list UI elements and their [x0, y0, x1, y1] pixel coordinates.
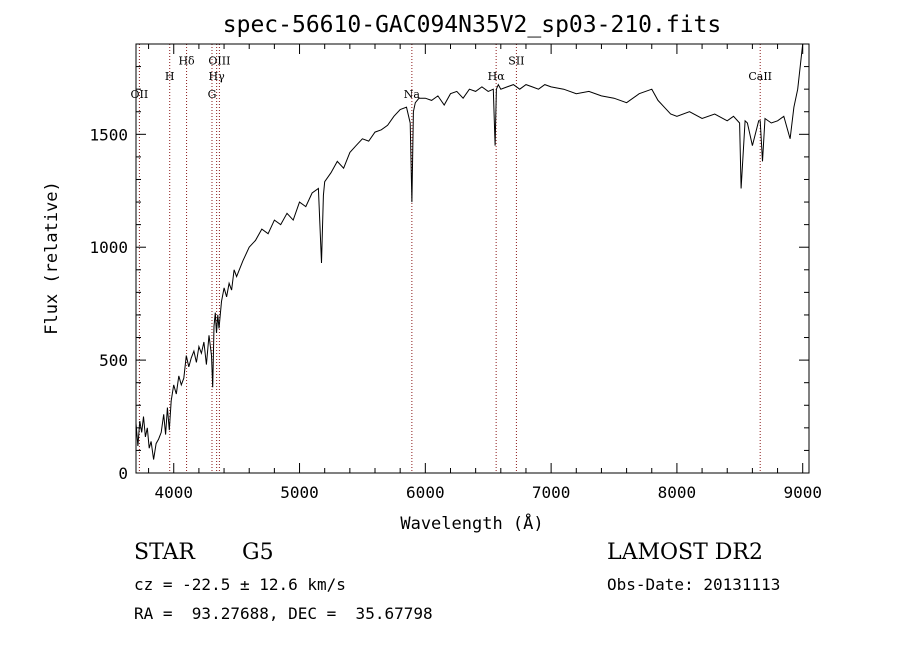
y-axis: 0 500 1000 1500	[89, 66, 809, 483]
object-class: STAR	[134, 540, 195, 565]
spectral-line-label: Hδ	[178, 54, 195, 67]
x-axis-label: Wavelength (Å)	[400, 512, 543, 534]
x-tick-label: 7000	[532, 483, 571, 502]
spectrum-line	[135, 43, 804, 460]
x-tick-label: 9000	[783, 483, 822, 502]
subclass: G5	[242, 540, 274, 565]
spectral-line-label: Hα	[488, 70, 506, 83]
x-tick-label: 5000	[280, 483, 319, 502]
x-tick-label: 6000	[406, 483, 445, 502]
spectral-line-label: CaII	[748, 70, 772, 83]
survey-name: LAMOST DR2	[607, 540, 763, 565]
spectral-line-label: G	[208, 88, 217, 101]
coordinates: RA = 93.27688, DEC = 35.67798	[134, 604, 433, 623]
x-tick-label: 4000	[154, 483, 193, 502]
spectral-line-label: H	[165, 70, 175, 83]
plot-frame	[135, 43, 810, 474]
y-tick-label: 1500	[89, 125, 128, 144]
spectral-line-label: Na	[404, 88, 421, 101]
obs-date: Obs-Date: 20131113	[607, 575, 781, 594]
spectral-line-label: SII	[508, 54, 524, 67]
y-tick-label: 1000	[89, 238, 128, 257]
redshift-info: cz = -22.5 ± 12.6 km/s	[134, 575, 346, 594]
y-tick-label: 500	[99, 351, 128, 370]
x-tick-label: 8000	[658, 483, 697, 502]
spectral-line-label: OIII	[208, 54, 230, 67]
y-tick-label: 0	[118, 464, 128, 483]
spectral-line-label: OII	[131, 88, 149, 101]
x-axis: 4000 5000 6000 7000 8000 9000	[148, 44, 822, 502]
y-axis-label: Flux (relative)	[42, 181, 62, 335]
spectral-line-label: Hγ	[209, 70, 226, 83]
chart-title: spec-56610-GAC094N35V2_sp03-210.fits	[223, 12, 722, 38]
